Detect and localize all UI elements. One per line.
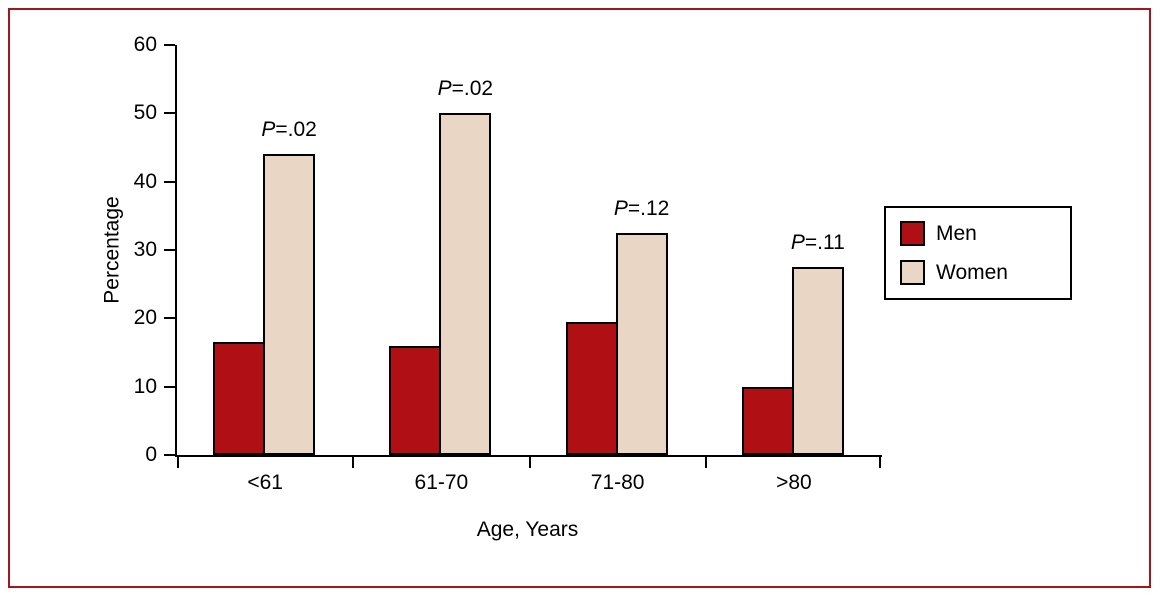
y-tick [164, 180, 175, 183]
x-tick [879, 457, 881, 468]
x-category-label: 61-70 [414, 471, 469, 494]
y-tick-label: 30 [133, 238, 157, 261]
y-tick-label: 40 [133, 169, 157, 193]
y-tick-label: 0 [145, 443, 157, 466]
y-tick-label: 60 [133, 33, 157, 56]
bar-men [213, 342, 266, 455]
y-tick [164, 317, 175, 320]
bar-men [389, 345, 442, 455]
x-tick [352, 457, 355, 468]
legend-label-men: Men [936, 221, 977, 245]
y-tick-label: 10 [133, 374, 157, 398]
plot-area: 0 10 20 30 40 50 60 <61 P=.02 61-70 P=.02 71-80 P=.1… [134, 33, 882, 494]
y-tick [164, 454, 175, 456]
x-tick [177, 457, 179, 468]
x-category-label: 71-80 [590, 471, 645, 494]
x-category-label: <61 [247, 471, 283, 494]
x-tick [704, 457, 707, 468]
y-tick [164, 249, 175, 251]
bar-men [565, 321, 618, 455]
legend-item-men: Men [900, 221, 1070, 246]
p-value-label: P=.12 [613, 196, 670, 220]
p-value-label: P=.02 [437, 77, 494, 101]
men-color-swatch [900, 221, 925, 246]
y-tick-label: 50 [133, 101, 157, 125]
bar-women [615, 232, 668, 455]
legend-item-women: Women [900, 260, 1070, 285]
bar-women [791, 267, 844, 455]
y-tick [164, 112, 175, 115]
y-tick [164, 44, 175, 46]
legend-label-women: Women [936, 260, 1008, 284]
y-tick-label: 20 [133, 306, 157, 330]
x-category-label: >80 [776, 471, 812, 494]
y-tick [164, 385, 175, 388]
bar-men [741, 386, 794, 455]
x-axis-title: Age, Years [476, 518, 579, 541]
p-value-label: P=.02 [261, 118, 317, 142]
legend: Men Women [884, 206, 1072, 300]
women-color-swatch [900, 260, 925, 285]
p-value-label: P=.11 [790, 231, 845, 255]
bar-women [263, 154, 316, 455]
bar-women [439, 113, 492, 455]
x-tick [528, 457, 531, 468]
